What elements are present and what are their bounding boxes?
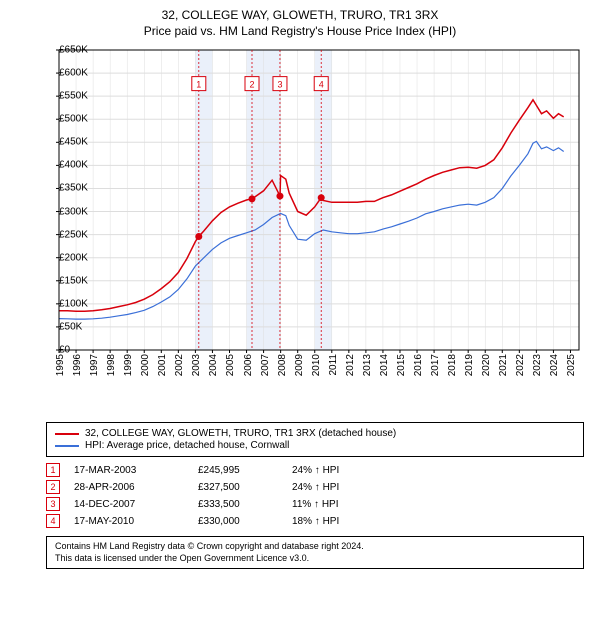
chart-title-address: 32, COLLEGE WAY, GLOWETH, TRURO, TR1 3RX bbox=[10, 8, 590, 22]
x-tick-label: 2012 bbox=[345, 354, 356, 376]
y-tick-label: £550K bbox=[59, 91, 63, 102]
sale-number-box: 4 bbox=[46, 514, 60, 528]
sale-date: 28-APR-2006 bbox=[74, 482, 184, 493]
y-tick-label: £250K bbox=[59, 229, 63, 240]
sale-diff: 24% ↑ HPI bbox=[292, 482, 382, 493]
sale-number-box: 2 bbox=[46, 480, 60, 494]
x-tick-label: 2009 bbox=[294, 354, 305, 376]
legend-swatch bbox=[55, 445, 79, 447]
svg-text:3: 3 bbox=[277, 80, 282, 90]
x-tick-label: 1997 bbox=[89, 354, 100, 376]
x-tick-label: 2011 bbox=[328, 354, 339, 376]
x-tick-label: 2008 bbox=[277, 354, 288, 376]
sale-date: 14-DEC-2007 bbox=[74, 499, 184, 510]
y-tick-label: £650K bbox=[59, 45, 63, 56]
sale-price: £245,995 bbox=[198, 465, 278, 476]
x-tick-label: 2025 bbox=[566, 354, 577, 376]
svg-text:2: 2 bbox=[249, 80, 254, 90]
x-tick-label: 2006 bbox=[243, 354, 254, 376]
x-tick-label: 1996 bbox=[72, 354, 83, 376]
x-tick-label: 2021 bbox=[498, 354, 509, 376]
footer-attribution: Contains HM Land Registry data © Crown c… bbox=[46, 536, 584, 569]
sale-row: 4 17-MAY-2010 £330,000 18% ↑ HPI bbox=[46, 514, 584, 528]
y-tick-label: £450K bbox=[59, 137, 63, 148]
x-tick-label: 2019 bbox=[464, 354, 475, 376]
y-tick-label: £400K bbox=[59, 160, 63, 171]
svg-text:1: 1 bbox=[196, 80, 201, 90]
chart: 1234 £0£50K£100K£150K£200K£250K£300K£350… bbox=[15, 44, 585, 384]
x-tick-label: 2016 bbox=[413, 354, 424, 376]
sale-date: 17-MAY-2010 bbox=[74, 516, 184, 527]
x-tick-label: 2013 bbox=[362, 354, 373, 376]
sale-diff: 24% ↑ HPI bbox=[292, 465, 382, 476]
legend-label: 32, COLLEGE WAY, GLOWETH, TRURO, TR1 3RX… bbox=[85, 428, 396, 439]
x-tick-label: 2004 bbox=[208, 354, 219, 376]
x-tick-label: 2014 bbox=[379, 354, 390, 376]
x-tick-label: 2022 bbox=[515, 354, 526, 376]
svg-text:4: 4 bbox=[319, 80, 324, 90]
x-tick-label: 2002 bbox=[174, 354, 185, 376]
footer-line2: This data is licensed under the Open Gov… bbox=[55, 553, 575, 565]
x-tick-label: 1998 bbox=[106, 354, 117, 376]
chart-title-sub: Price paid vs. HM Land Registry's House … bbox=[10, 24, 590, 38]
sale-row: 2 28-APR-2006 £327,500 24% ↑ HPI bbox=[46, 480, 584, 494]
sale-marker-1 bbox=[195, 233, 202, 240]
x-tick-label: 2024 bbox=[549, 354, 560, 376]
legend-item: 32, COLLEGE WAY, GLOWETH, TRURO, TR1 3RX… bbox=[55, 428, 575, 439]
sale-diff: 18% ↑ HPI bbox=[292, 516, 382, 527]
legend-item: HPI: Average price, detached house, Corn… bbox=[55, 440, 575, 451]
x-tick-label: 2018 bbox=[447, 354, 458, 376]
sale-price: £333,500 bbox=[198, 499, 278, 510]
legend: 32, COLLEGE WAY, GLOWETH, TRURO, TR1 3RX… bbox=[46, 422, 584, 457]
x-tick-label: 1995 bbox=[55, 354, 66, 376]
series-hpi bbox=[59, 141, 564, 319]
x-tick-label: 1999 bbox=[123, 354, 134, 376]
sale-number-box: 1 bbox=[46, 463, 60, 477]
sale-row: 1 17-MAR-2003 £245,995 24% ↑ HPI bbox=[46, 463, 584, 477]
x-tick-label: 2001 bbox=[157, 354, 168, 376]
sale-number-box: 3 bbox=[46, 497, 60, 511]
x-tick-label: 2015 bbox=[396, 354, 407, 376]
x-tick-label: 2007 bbox=[260, 354, 271, 376]
sale-marker-4 bbox=[318, 194, 325, 201]
sale-marker-2 bbox=[248, 195, 255, 202]
x-tick-label: 2005 bbox=[225, 354, 236, 376]
y-tick-label: £200K bbox=[59, 252, 63, 263]
y-tick-label: £50K bbox=[59, 321, 63, 332]
x-tick-label: 2010 bbox=[311, 354, 322, 376]
x-tick-label: 2017 bbox=[430, 354, 441, 376]
y-tick-label: £500K bbox=[59, 114, 63, 125]
x-tick-label: 2020 bbox=[481, 354, 492, 376]
y-tick-label: £600K bbox=[59, 68, 63, 79]
sale-row: 3 14-DEC-2007 £333,500 11% ↑ HPI bbox=[46, 497, 584, 511]
y-tick-label: £350K bbox=[59, 183, 63, 194]
legend-label: HPI: Average price, detached house, Corn… bbox=[85, 440, 289, 451]
sale-date: 17-MAR-2003 bbox=[74, 465, 184, 476]
footer-line1: Contains HM Land Registry data © Crown c… bbox=[55, 541, 575, 553]
y-tick-label: £300K bbox=[59, 206, 63, 217]
x-tick-label: 2023 bbox=[532, 354, 543, 376]
sale-marker-3 bbox=[276, 193, 283, 200]
legend-swatch bbox=[55, 433, 79, 435]
x-tick-label: 2003 bbox=[191, 354, 202, 376]
series-property bbox=[59, 100, 564, 311]
sale-diff: 11% ↑ HPI bbox=[292, 499, 382, 510]
x-tick-label: 2000 bbox=[140, 354, 151, 376]
sales-table: 1 17-MAR-2003 £245,995 24% ↑ HPI 2 28-APR-200… bbox=[46, 463, 584, 528]
sale-price: £327,500 bbox=[198, 482, 278, 493]
sale-price: £330,000 bbox=[198, 516, 278, 527]
y-tick-label: £150K bbox=[59, 275, 63, 286]
chart-svg: 1 2 3 4 bbox=[15, 44, 585, 384]
y-tick-label: £100K bbox=[59, 298, 63, 309]
